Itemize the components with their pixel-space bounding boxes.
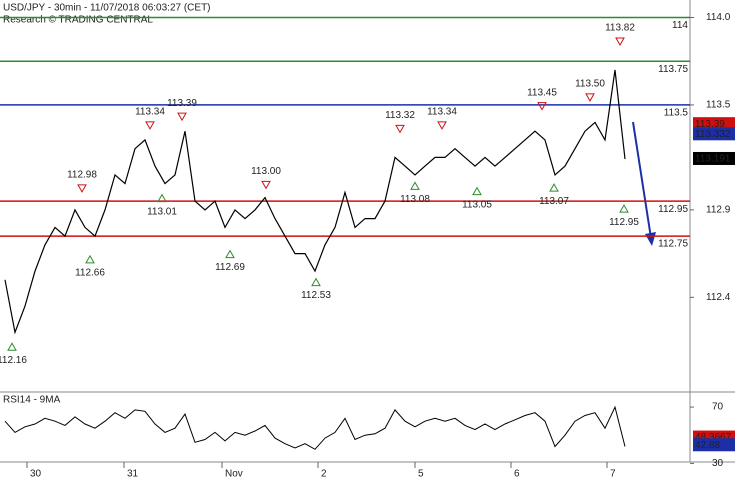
annotation-label: 113.08: [400, 194, 430, 205]
annotation-marker: [619, 204, 629, 213]
price-tag: [693, 117, 735, 131]
annotation-marker: [537, 102, 547, 111]
price-tag-label: 48.3667: [695, 432, 732, 443]
annotation-label: 112.95: [609, 217, 639, 228]
annotation-marker: [615, 37, 625, 46]
price-tag-label: 113.191: [695, 154, 731, 165]
x-tick-label: 7: [610, 469, 616, 480]
chart-subtitle: Research © TRADING CENTRAL: [3, 15, 153, 26]
annotation-marker: [261, 180, 271, 190]
y-tick-label: 112.4: [706, 292, 731, 303]
level-label: 114: [672, 20, 688, 31]
annotation-label: 113.50: [575, 79, 605, 90]
annotation-marker: [157, 193, 167, 203]
x-tick-label: Nov: [225, 469, 243, 480]
level-label: 112.95: [658, 204, 688, 215]
forecast-arrow: [632, 121, 652, 239]
annotation-label: 113.05: [462, 199, 492, 210]
price-tag: [693, 438, 735, 452]
annotation-marker: [410, 181, 420, 190]
annotation-label: 113.34: [135, 107, 165, 118]
annotation-label: 113.34: [427, 107, 457, 118]
level-label: 113.75: [658, 64, 688, 75]
annotation-label: 113.39: [167, 98, 197, 109]
rsi-title: RSI14 - 9MA: [3, 395, 61, 406]
annotation-marker: [585, 93, 595, 102]
annotation-label: 112.53: [301, 290, 331, 301]
annotation-label: 112.66: [75, 267, 105, 278]
annotation-marker: [77, 184, 87, 193]
annotation-label: 113.01: [147, 206, 177, 217]
x-tick-label: 5: [418, 469, 424, 480]
annotation-marker: [7, 342, 17, 351]
rsi-line: [4, 405, 626, 450]
price-tag: [693, 127, 735, 141]
annotation-label: 113.07: [539, 196, 569, 207]
level-label: 113.5: [664, 108, 689, 119]
y-tick-label: 114.0: [706, 12, 731, 23]
price-tag-label: 42.88: [695, 440, 720, 451]
annotation-marker: [549, 183, 559, 192]
rsi-tick-label: 70: [712, 402, 724, 413]
level-label: 112.75: [658, 239, 688, 250]
y-tick-label: 112.9: [706, 205, 731, 216]
annotation-marker: [437, 121, 447, 130]
annotation-label: 113.82: [605, 23, 635, 34]
x-tick-label: 6: [514, 469, 520, 480]
price-tag-label: 113.332: [695, 129, 731, 140]
price-tag-label: 113.39: [695, 119, 725, 130]
annotation-marker: [177, 112, 187, 122]
x-tick-label: 30: [30, 469, 42, 480]
annotation-label: 113.32: [385, 110, 415, 121]
chart-title: USD/JPY - 30min - 11/07/2018 06:03:27 (C…: [3, 3, 211, 14]
annotation-label: 112.16: [0, 355, 27, 366]
annotation-label: 113.45: [527, 87, 557, 98]
annotation-label: 112.98: [67, 170, 97, 181]
rsi-tick-label: 30: [712, 458, 724, 469]
annotation-label: 113.00: [251, 166, 281, 177]
annotation-marker: [145, 121, 155, 130]
annotation-marker: [395, 124, 405, 134]
price-tag: [693, 151, 735, 165]
annotation-marker: [311, 277, 321, 287]
price-line: [4, 69, 626, 335]
annotation-label: 112.69: [215, 262, 245, 273]
x-tick-label: 2: [321, 469, 327, 480]
x-tick-label: 31: [127, 469, 139, 480]
annotation-marker: [472, 186, 482, 196]
annotation-marker: [85, 254, 95, 264]
annotation-marker: [225, 249, 235, 259]
y-tick-label: 113.5: [706, 100, 731, 111]
